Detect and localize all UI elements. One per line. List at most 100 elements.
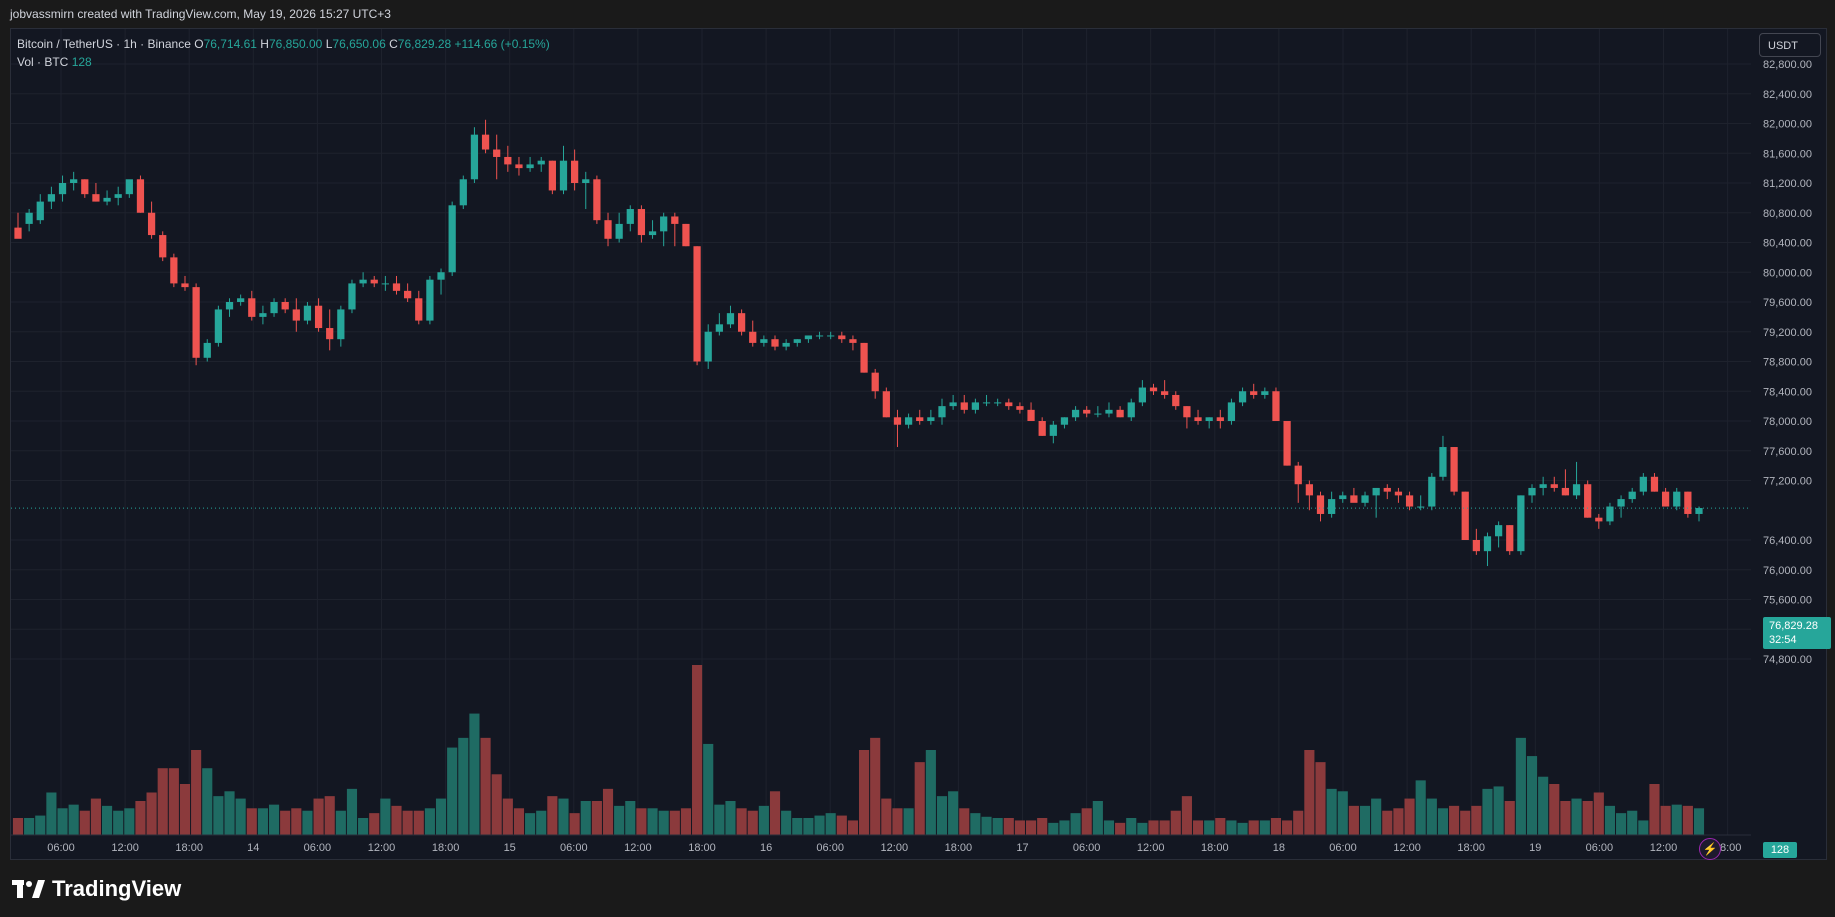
- candle-body: [1071, 409, 1080, 418]
- volume-bar: [936, 796, 948, 835]
- volume-bar: [1282, 820, 1293, 835]
- candle-body: [1506, 525, 1514, 552]
- time-axis[interactable]: 06:00 12:00 18:00 14 06:00 12:00 18:00 15 06:00 1…: [11, 834, 1751, 854]
- volume-bar: [525, 813, 536, 835]
- candle-body: [1394, 491, 1403, 496]
- volume-bar: [1181, 796, 1192, 835]
- volume-bar: [1115, 822, 1126, 835]
- candlestick-chart[interactable]: 82,800.00 82,400.00 82,000.00 81,600.00 81,2…: [11, 29, 1826, 859]
- candle-body: [1216, 417, 1224, 421]
- currency-button[interactable]: USDT: [1759, 33, 1821, 57]
- volume-bar: [513, 808, 525, 835]
- candle-body: [259, 313, 267, 317]
- time-tick: 06:00: [1073, 842, 1101, 854]
- time-tick: 06:00: [816, 842, 844, 854]
- candle-body: [648, 231, 657, 236]
- volume-bar: [1025, 820, 1037, 835]
- lightning-icon[interactable]: ⚡: [1699, 838, 1721, 860]
- volume-bar: [859, 750, 870, 835]
- chart-frame[interactable]: 82,800.00 82,400.00 82,000.00 81,600.00 81,2…: [10, 28, 1831, 860]
- volume-bar: [1504, 801, 1515, 835]
- candle-body: [1461, 491, 1469, 540]
- symbol-label[interactable]: Bitcoin / TetherUS · 1h · Binance: [17, 37, 191, 51]
- tradingview-logo[interactable]: TradingView: [12, 876, 181, 902]
- volume-bar: [1471, 805, 1482, 835]
- volume-bar: [57, 808, 68, 835]
- candle-body: [1439, 447, 1447, 477]
- volume-bar: [380, 798, 391, 835]
- candle-body: [248, 298, 256, 317]
- volume-bar: [881, 798, 892, 835]
- time-tick: 06:00: [560, 842, 588, 854]
- volume-bar: [135, 801, 146, 835]
- candle-body: [114, 194, 122, 198]
- volume-label[interactable]: Vol · BTC: [17, 55, 69, 69]
- candle-body: [526, 164, 534, 169]
- volume-bar: [1337, 791, 1348, 835]
- candle-body: [292, 309, 300, 321]
- time-tick: 19: [1529, 842, 1541, 854]
- volume-bar: [191, 750, 202, 835]
- candle-body: [971, 402, 980, 410]
- volume-bar: [12, 818, 24, 835]
- candle-body: [481, 134, 490, 150]
- time-tick: 12:00: [624, 842, 652, 854]
- candle-body: [192, 287, 200, 358]
- candle-body: [81, 179, 89, 195]
- volume-bar: [369, 813, 380, 835]
- candle-body: [548, 160, 556, 191]
- candle-body: [982, 402, 991, 404]
- candle-body: [849, 339, 857, 343]
- volume-bar: [914, 762, 925, 835]
- volume-bar: [1170, 810, 1181, 835]
- candle-body: [1305, 484, 1313, 496]
- price-tick: 80,800.00: [1763, 208, 1812, 220]
- candle-body: [181, 283, 189, 288]
- candles: [14, 119, 1703, 567]
- candle-body: [1561, 487, 1570, 496]
- volume-bar: [781, 810, 792, 835]
- bar-countdown: 32:54: [1769, 634, 1797, 646]
- volume-bar: [1103, 820, 1115, 835]
- time-tick: 12:00: [1137, 842, 1165, 854]
- candle-body: [1060, 417, 1069, 425]
- close-label: C: [389, 37, 398, 51]
- chart-legend: Bitcoin / TetherUS · 1h · Binance O76,71…: [17, 35, 550, 71]
- candle-body: [793, 339, 801, 343]
- price-axis[interactable]: 82,800.00 82,400.00 82,000.00 81,600.00 81,2…: [1751, 29, 1826, 859]
- volume-bar: [124, 808, 135, 835]
- price-tick: 76,000.00: [1763, 565, 1812, 577]
- volume-bar: [1671, 804, 1682, 835]
- candle-body: [537, 160, 545, 165]
- volume-bar: [825, 813, 836, 835]
- volume-bar: [1415, 780, 1426, 835]
- candle-body: [203, 342, 211, 358]
- volume-bar: [502, 798, 513, 835]
- volume-bar: [358, 818, 369, 835]
- volume-bar: [413, 810, 424, 835]
- volume-bar: [302, 810, 313, 835]
- volume-bar: [1014, 820, 1025, 835]
- volume-bar: [1627, 810, 1638, 835]
- candle-body: [1617, 499, 1625, 507]
- volume-bar: [24, 818, 35, 835]
- candle-body: [637, 209, 646, 236]
- candle-body: [159, 235, 167, 258]
- ohlc-row: Bitcoin / TetherUS · 1h · Binance O76,71…: [17, 35, 550, 53]
- low-value: 76,650.06: [332, 37, 386, 51]
- time-tick: 12:00: [368, 842, 396, 854]
- volume-bar: [959, 808, 970, 835]
- candle-body: [404, 290, 412, 299]
- candle-body: [760, 339, 768, 343]
- volume-bar: [658, 810, 669, 835]
- volume-bar: [90, 798, 101, 835]
- attribution-text: jobvassmirn created with TradingView.com…: [10, 7, 391, 21]
- change-value: +114.66 (+0.15%): [454, 37, 550, 51]
- time-tick: 15: [504, 842, 516, 854]
- volume-bar: [480, 737, 491, 835]
- candle-body: [693, 246, 701, 362]
- volume-bar: [101, 805, 113, 835]
- volume-bar: [680, 808, 692, 835]
- candle-body: [1261, 391, 1269, 395]
- volume-bar: [1270, 818, 1282, 835]
